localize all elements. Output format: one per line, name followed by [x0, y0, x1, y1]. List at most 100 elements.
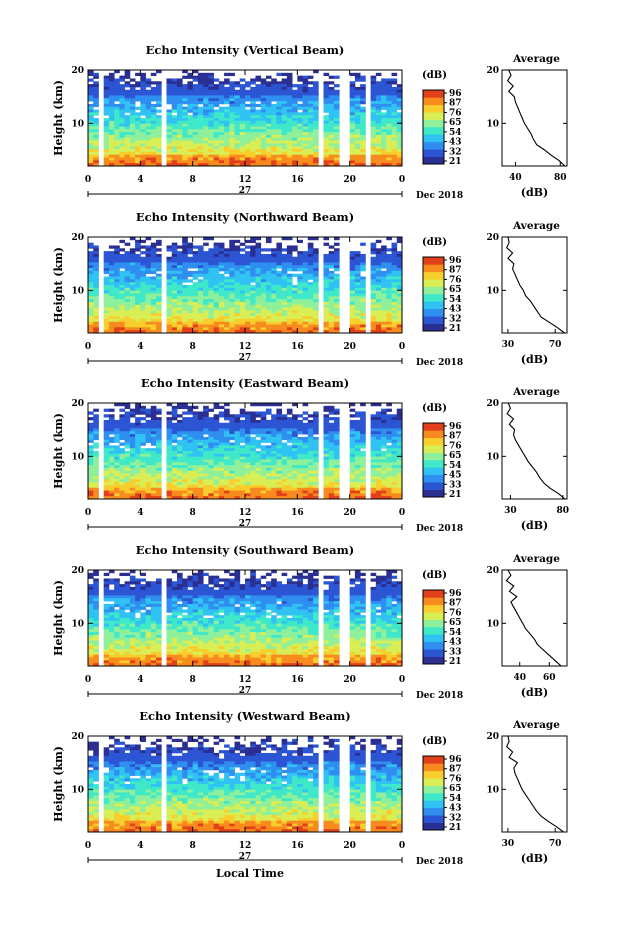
heatmap-cell [229, 154, 235, 158]
heatmap-cell [135, 456, 141, 460]
heatmap-cell [192, 436, 199, 441]
heatmap-cell [276, 456, 283, 460]
heatmap-cell [88, 103, 94, 108]
heatmap-cell [129, 103, 136, 108]
heatmap-cell [276, 285, 283, 289]
heatmap-cell [370, 484, 377, 489]
heatmap-cell [307, 106, 314, 110]
heatmap-cell [203, 282, 209, 286]
heatmap-cell [114, 296, 120, 300]
heatmap-cell [218, 149, 225, 153]
heatmap-cell [370, 154, 377, 158]
heatmap-cell [145, 253, 152, 258]
heatmap-cell [354, 103, 361, 108]
heatmap-cell [313, 467, 319, 472]
heatmap-cell [307, 81, 314, 85]
heatmap-cell [260, 476, 267, 480]
heatmap-cell [135, 422, 141, 426]
heatmap-cell [176, 98, 183, 102]
heatmap-cell [323, 304, 330, 308]
heatmap-cell [124, 493, 131, 497]
heatmap-cell [229, 324, 235, 328]
heatmap-cell [255, 129, 262, 133]
heatmap-cell [208, 251, 214, 255]
heatmap-cell [150, 301, 157, 306]
heatmap-cell [292, 248, 298, 252]
heatmap-cell [260, 414, 267, 418]
heatmap-cell [281, 268, 288, 272]
heatmap-cell [265, 101, 272, 105]
heatmap-cell [156, 89, 162, 93]
heatmap-cell [302, 307, 309, 311]
heatmap-cell [192, 245, 199, 249]
heatmap-cell [218, 157, 225, 161]
heatmap-cell [323, 256, 330, 260]
heatmap-cell [260, 262, 267, 266]
heatmap-cell [354, 425, 361, 429]
heatmap-cell [281, 330, 288, 334]
heatmap-cell [229, 106, 235, 110]
heatmap-cell [381, 459, 387, 463]
heatmap-cell [182, 109, 188, 113]
heatmap-cell [313, 419, 319, 424]
heatmap-cell [224, 422, 230, 426]
heatmap-cell [234, 239, 241, 244]
heatmap-cell [328, 462, 335, 466]
heatmap-cell [93, 422, 99, 426]
heatmap-cell [323, 405, 330, 410]
heatmap-cell [108, 132, 115, 136]
heatmap-cell [260, 78, 267, 82]
y-tick-label: 20 [71, 233, 84, 243]
heatmap-cell [156, 330, 162, 334]
heatmap-cell [375, 115, 382, 119]
heatmap-cell [208, 151, 214, 156]
heatmap-cell [276, 163, 283, 167]
heatmap-cell [234, 296, 241, 300]
heatmap-cell [292, 304, 298, 308]
heatmap-cell [208, 112, 214, 116]
heatmap-cell [302, 259, 309, 263]
heatmap-cell [145, 453, 152, 458]
heatmap-cell [108, 245, 115, 249]
heatmap-cell [171, 285, 178, 289]
heatmap-cell [171, 456, 178, 460]
heatmap-cell [208, 301, 214, 306]
heatmap-cell [313, 448, 319, 452]
y-tick-label: 10 [71, 119, 84, 129]
heatmap-cell [239, 120, 246, 125]
heatmap-cell [307, 143, 314, 147]
heatmap-cell [218, 276, 225, 280]
heatmap-cell [229, 160, 235, 164]
heatmap-cell [234, 126, 241, 130]
heatmap-cell [203, 140, 209, 144]
heatmap-cell [302, 479, 309, 483]
heatmap-cell [260, 301, 267, 306]
heatmap-cell [150, 248, 157, 252]
heatmap-cell [328, 304, 335, 308]
heatmap-cell [349, 143, 356, 147]
heatmap-cell [176, 299, 183, 303]
heatmap-cell [213, 134, 220, 139]
heatmap-cell [234, 422, 241, 426]
heatmap-cell [250, 445, 256, 449]
heatmap-cell [103, 89, 110, 93]
heatmap-cell [197, 451, 204, 455]
heatmap-cell [307, 285, 314, 289]
heatmap-cell [166, 456, 173, 460]
heatmap-cell [150, 313, 157, 317]
heatmap-cell [192, 456, 199, 460]
heatmap-cell [135, 316, 141, 320]
heatmap-cell [192, 146, 199, 150]
heatmap-cell [119, 134, 126, 139]
heatmap-cell [307, 476, 314, 480]
heatmap-cell [203, 293, 209, 297]
heatmap-cell [145, 422, 152, 426]
heatmap-cell [245, 239, 251, 244]
heatmap-cell [103, 487, 110, 491]
heatmap-cell [93, 163, 99, 167]
heatmap-cell [281, 299, 288, 303]
heatmap-cell [229, 112, 235, 116]
heatmap-cell [108, 470, 115, 474]
heatmap-cell [192, 459, 199, 463]
heatmap-cell [265, 84, 272, 88]
